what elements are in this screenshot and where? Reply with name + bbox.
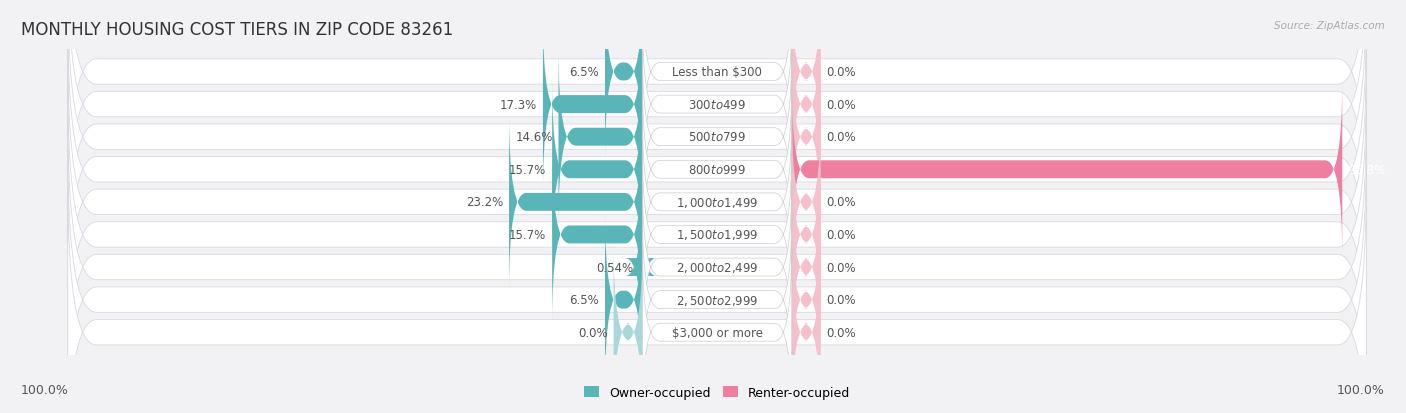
FancyBboxPatch shape (643, 211, 792, 389)
Text: 0.0%: 0.0% (827, 326, 856, 339)
Text: $300 to $499: $300 to $499 (688, 98, 747, 112)
FancyBboxPatch shape (67, 0, 1367, 287)
FancyBboxPatch shape (558, 49, 643, 226)
Text: $3,000 or more: $3,000 or more (672, 326, 762, 339)
FancyBboxPatch shape (67, 0, 1367, 255)
Text: 0.0%: 0.0% (827, 131, 856, 144)
Text: 0.0%: 0.0% (827, 196, 856, 209)
Text: 0.0%: 0.0% (827, 293, 856, 306)
Text: $500 to $799: $500 to $799 (688, 131, 747, 144)
FancyBboxPatch shape (67, 52, 1367, 352)
Text: 0.0%: 0.0% (827, 261, 856, 274)
FancyBboxPatch shape (792, 81, 1343, 259)
FancyBboxPatch shape (792, 211, 821, 389)
Text: 0.0%: 0.0% (578, 326, 607, 339)
Text: 14.6%: 14.6% (516, 131, 553, 144)
FancyBboxPatch shape (543, 16, 643, 193)
FancyBboxPatch shape (67, 150, 1367, 413)
FancyBboxPatch shape (792, 49, 821, 226)
FancyBboxPatch shape (792, 179, 821, 356)
Text: 100.0%: 100.0% (21, 384, 69, 396)
Text: 15.7%: 15.7% (509, 164, 547, 176)
FancyBboxPatch shape (643, 244, 792, 413)
Text: 0.54%: 0.54% (596, 261, 634, 274)
Text: 100.0%: 100.0% (1337, 384, 1385, 396)
FancyBboxPatch shape (792, 16, 821, 193)
FancyBboxPatch shape (605, 211, 643, 389)
Text: MONTHLY HOUSING COST TIERS IN ZIP CODE 83261: MONTHLY HOUSING COST TIERS IN ZIP CODE 8… (21, 21, 453, 38)
FancyBboxPatch shape (613, 244, 643, 413)
FancyBboxPatch shape (792, 244, 821, 413)
Text: 0.0%: 0.0% (827, 98, 856, 112)
FancyBboxPatch shape (509, 114, 643, 291)
FancyBboxPatch shape (67, 20, 1367, 320)
FancyBboxPatch shape (643, 16, 792, 193)
FancyBboxPatch shape (605, 0, 643, 161)
Text: 6.5%: 6.5% (569, 66, 599, 79)
Text: Source: ZipAtlas.com: Source: ZipAtlas.com (1274, 21, 1385, 31)
FancyBboxPatch shape (67, 85, 1367, 385)
Text: 0.0%: 0.0% (827, 66, 856, 79)
FancyBboxPatch shape (792, 0, 821, 161)
FancyBboxPatch shape (67, 118, 1367, 413)
FancyBboxPatch shape (792, 146, 821, 323)
FancyBboxPatch shape (643, 179, 792, 356)
FancyBboxPatch shape (553, 81, 643, 259)
FancyBboxPatch shape (643, 49, 792, 226)
Text: $800 to $999: $800 to $999 (688, 164, 747, 176)
Text: 6.5%: 6.5% (569, 293, 599, 306)
Text: 17.3%: 17.3% (501, 98, 537, 112)
FancyBboxPatch shape (643, 0, 792, 161)
Text: $2,000 to $2,499: $2,000 to $2,499 (676, 261, 758, 274)
Text: 95.8%: 95.8% (1348, 164, 1385, 176)
FancyBboxPatch shape (553, 146, 643, 323)
FancyBboxPatch shape (67, 0, 1367, 222)
Text: 0.0%: 0.0% (827, 228, 856, 241)
Text: $1,500 to $1,999: $1,500 to $1,999 (676, 228, 758, 242)
FancyBboxPatch shape (643, 146, 792, 323)
FancyBboxPatch shape (792, 114, 821, 291)
Text: 15.7%: 15.7% (509, 228, 547, 241)
FancyBboxPatch shape (626, 179, 657, 356)
Legend: Owner-occupied, Renter-occupied: Owner-occupied, Renter-occupied (579, 381, 855, 404)
Text: $1,000 to $1,499: $1,000 to $1,499 (676, 195, 758, 209)
FancyBboxPatch shape (643, 114, 792, 291)
Text: $2,500 to $2,999: $2,500 to $2,999 (676, 293, 758, 307)
Text: 23.2%: 23.2% (465, 196, 503, 209)
FancyBboxPatch shape (643, 81, 792, 259)
Text: Less than $300: Less than $300 (672, 66, 762, 79)
FancyBboxPatch shape (67, 183, 1367, 413)
